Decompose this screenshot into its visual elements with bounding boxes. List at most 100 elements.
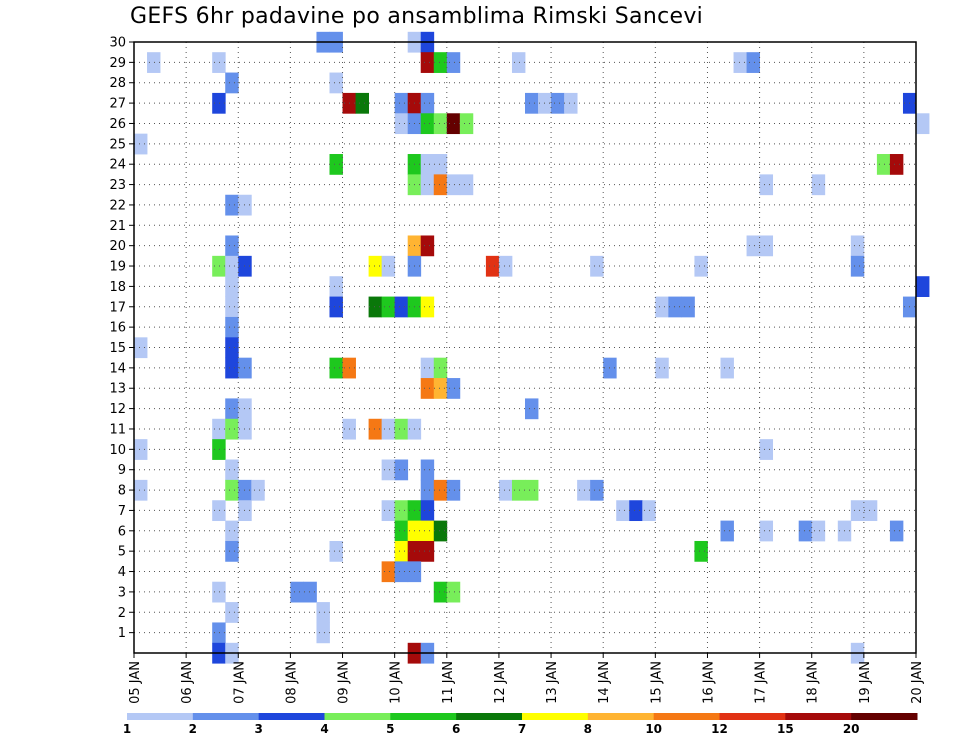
x-tick-label: 18 JAN [806,661,821,704]
y-tick-label: 2 [118,606,126,621]
y-tick-label: 27 [109,97,126,112]
heatmap-cell [433,174,448,196]
heatmap-cell [381,418,396,440]
heatmap-cell [720,520,734,542]
heatmap-cell [916,113,930,135]
heatmap-cell [225,540,239,562]
heatmap-cell [746,235,760,257]
grid-lines [134,42,916,653]
x-tick-label: 14 JAN [597,661,612,704]
heatmap-cell [212,581,226,603]
heatmap-cell [225,276,239,297]
x-tick-label: 09 JAN [337,661,352,704]
y-tick-label: 28 [109,76,126,91]
heatmap-cell [551,92,565,114]
y-tick-label: 6 [118,524,126,539]
heatmap-cell [420,52,435,73]
heatmap-cell [329,72,343,94]
heatmap-cell [251,479,265,501]
heatmap-cell [485,255,500,277]
heatmap-cell [759,439,774,460]
heatmap-cell [394,296,409,318]
heatmap-cell [420,92,435,114]
heatmap-cell [850,235,865,257]
x-tick-label: 12 JAN [493,661,508,704]
x-tick-label: 19 JAN [858,661,873,704]
heatmap-cell [446,479,461,501]
heatmap-cell [420,520,435,542]
heatmap-cell [368,255,383,277]
colorbar-label: 8 [584,722,592,736]
heatmap-cell [225,235,239,257]
colorbar-segment [127,713,194,720]
y-tick-label: 19 [109,260,126,275]
heatmap-cell [694,540,708,562]
colorbar-label: 4 [320,722,328,736]
y-tick-label: 16 [109,321,126,336]
heatmap-cell [316,602,330,623]
heatmap-cell [394,500,409,522]
heatmap-cell [446,113,461,135]
y-tick-label: 29 [109,56,126,71]
x-tick-label: 17 JAN [754,661,769,704]
chart-title: GEFS 6hr padavine po ansamblima Rimski S… [130,4,704,29]
heatmap-cell [668,296,682,318]
colorbar-segment [851,713,918,720]
heatmap-cell [733,52,747,73]
heatmap-cell [759,235,774,257]
heatmap-cell [446,378,461,399]
heatmap-cell [225,337,239,359]
heatmap-cell [629,500,643,522]
colorbar-label: 20 [843,722,860,736]
heatmap-cell [433,581,448,603]
heatmap-cell [225,72,239,94]
colorbar-segment [653,713,720,720]
heatmap-cell [394,561,409,583]
x-tick-label: 08 JAN [284,661,299,704]
colorbar-segment [324,713,391,720]
heatmap-cell [420,378,435,399]
heatmap-cell [459,113,474,135]
y-tick-label: 20 [109,239,126,254]
y-tick-label: 5 [118,545,126,560]
x-tick-label: 10 JAN [389,661,404,704]
heatmap-cell [746,52,760,73]
heatmap-cell [759,174,774,196]
heatmap-cell [316,622,330,644]
heatmap-cell [564,92,578,114]
heatmap-cell [394,418,409,440]
heatmap-cell [433,357,448,379]
heatmap-cell [381,459,396,481]
colorbar-label: 12 [711,722,728,736]
heatmap-cell [655,357,669,379]
heatmap-cell [329,540,343,562]
heatmap-cell [212,418,226,440]
y-tick-label: 10 [109,443,126,458]
heatmap-cell [577,479,591,501]
heatmap-cell [811,174,826,196]
heatmap-cell [433,520,448,542]
colorbar-segment [522,713,589,720]
heatmap-cell [394,540,409,562]
heatmap-cell [329,276,343,297]
heatmap-cell [616,500,630,522]
heatmap-cell [433,52,448,73]
heatmap-cell [876,154,891,175]
heatmap-cell [420,357,435,379]
y-tick-label: 9 [118,463,126,478]
heatmap-cell [355,92,369,114]
heatmap-cell [590,479,604,501]
heatmap-cell [850,500,865,522]
colorbar-label: 3 [254,722,262,736]
heatmap-cell [420,540,435,562]
heatmap-cell [420,113,435,135]
heatmap-cell [525,479,539,501]
heatmap-cell [134,439,148,460]
y-tick-label: 25 [109,137,126,152]
colorbar-segment [719,713,786,720]
heatmap-cell [420,174,435,196]
y-tick-label: 11 [109,422,126,437]
heatmap-cell [590,255,604,277]
heatmap-cell [433,113,448,135]
